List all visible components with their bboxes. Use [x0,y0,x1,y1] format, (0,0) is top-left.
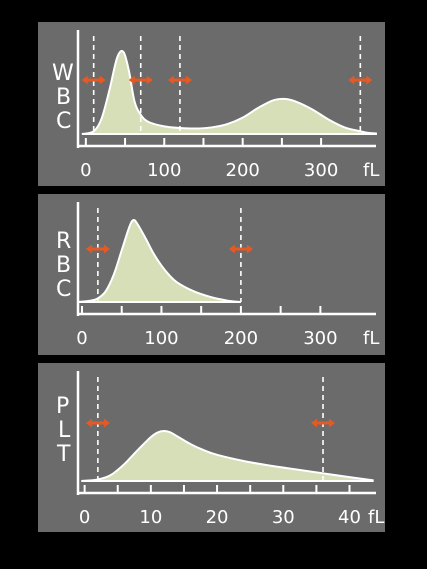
x-tick-label: 0 [80,160,91,181]
cutoff-marker-left-arrow [85,418,92,428]
cutoff-marker-left-arrow [311,418,318,428]
cutoff-marker-right-arrow [99,75,106,85]
y-label-char: B [56,253,71,278]
x-unit-label: fL [363,160,379,181]
cutoff-marker-right-arrow [103,418,110,428]
cutoff-marker-right-arrow [185,75,192,85]
cutoff-marker-left-arrow [228,244,235,254]
distribution-area [77,218,241,303]
cutoff-marker-right-arrow [103,244,110,254]
cutoff-marker [128,75,153,85]
cutoff-marker-left-arrow [128,75,135,85]
cutoff-marker-left-arrow [348,75,355,85]
distribution-area [81,49,377,135]
y-label-char: W [52,61,74,86]
y-label-char: B [56,85,71,110]
y-label-char: C [56,277,71,302]
cutoff-marker [85,244,110,254]
cutoff-marker-left-arrow [81,75,88,85]
rbc-histogram-chart: R B C 0 100 200 300 fL [56,202,379,349]
distribution-area [81,429,374,482]
x-tick-label: 40 [338,507,361,528]
x-unit-label: fL [363,328,379,349]
cutoff-marker-right-arrow [366,75,373,85]
x-tick-label: 100 [144,328,178,349]
y-label-char: T [56,442,71,467]
cutoff-marker [167,75,192,85]
y-label-char: L [58,418,71,443]
cutoff-marker [348,75,373,85]
cutoff-marker-right-arrow [146,75,153,85]
cutoff-marker-left-arrow [85,244,92,254]
x-tick-label: 20 [206,507,229,528]
y-label-char: R [56,229,71,254]
wbc-histogram-chart: W B C 0 100 200 300 fL [52,30,379,181]
cutoff-marker-right-arrow [329,418,336,428]
x-tick-label: 300 [303,328,337,349]
rbc-histogram-panel: R B C 0 100 200 300 fL [38,194,385,355]
x-tick-label: 200 [226,160,260,181]
x-tick-label: 200 [224,328,258,349]
x-tick-label: 300 [304,160,338,181]
cutoff-marker-left-arrow [167,75,174,85]
x-tick-label: 10 [139,507,162,528]
x-unit-label: fL [368,507,384,528]
x-tick-label: 30 [272,507,295,528]
y-label-char: P [56,394,69,419]
plt-histogram-chart: P L T 0 10 20 30 40 fL [56,371,384,528]
cutoff-marker [228,244,253,254]
cutoff-marker [81,75,106,85]
x-tick-label: 0 [76,328,87,349]
cutoff-marker [311,418,336,428]
x-tick-label: 0 [79,507,90,528]
cutoff-marker [85,418,110,428]
wbc-histogram-panel: W B C 0 100 200 300 fL [38,22,385,186]
y-label-char: C [56,109,71,134]
cutoff-marker-right-arrow [246,244,253,254]
plt-histogram-panel: P L T 0 10 20 30 40 fL [38,363,385,532]
x-tick-label: 100 [147,160,181,181]
